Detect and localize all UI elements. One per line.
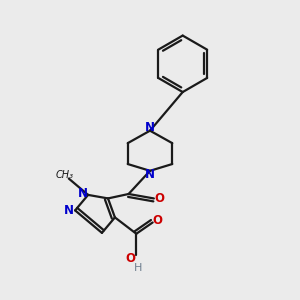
Text: CH₃: CH₃ xyxy=(55,170,73,180)
Text: N: N xyxy=(145,121,155,134)
Text: O: O xyxy=(155,192,165,205)
Text: N: N xyxy=(78,187,88,200)
Text: O: O xyxy=(125,252,135,265)
Text: H: H xyxy=(134,262,142,273)
Text: N: N xyxy=(145,168,155,181)
Text: O: O xyxy=(153,214,163,227)
Text: N: N xyxy=(64,204,74,217)
